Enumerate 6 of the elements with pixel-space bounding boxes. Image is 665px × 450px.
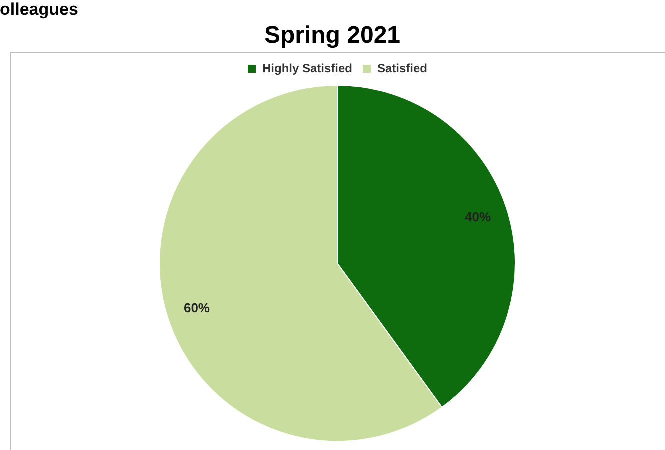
- legend-label: Satisfied: [378, 61, 428, 76]
- legend-label: Highly Satisfied: [262, 61, 353, 76]
- text: olleagues: [0, 0, 78, 20]
- data-label: 40%: [464, 209, 492, 224]
- data-label: 60%: [184, 300, 210, 316]
- chart-title: Spring 2021: [263, 22, 402, 50]
